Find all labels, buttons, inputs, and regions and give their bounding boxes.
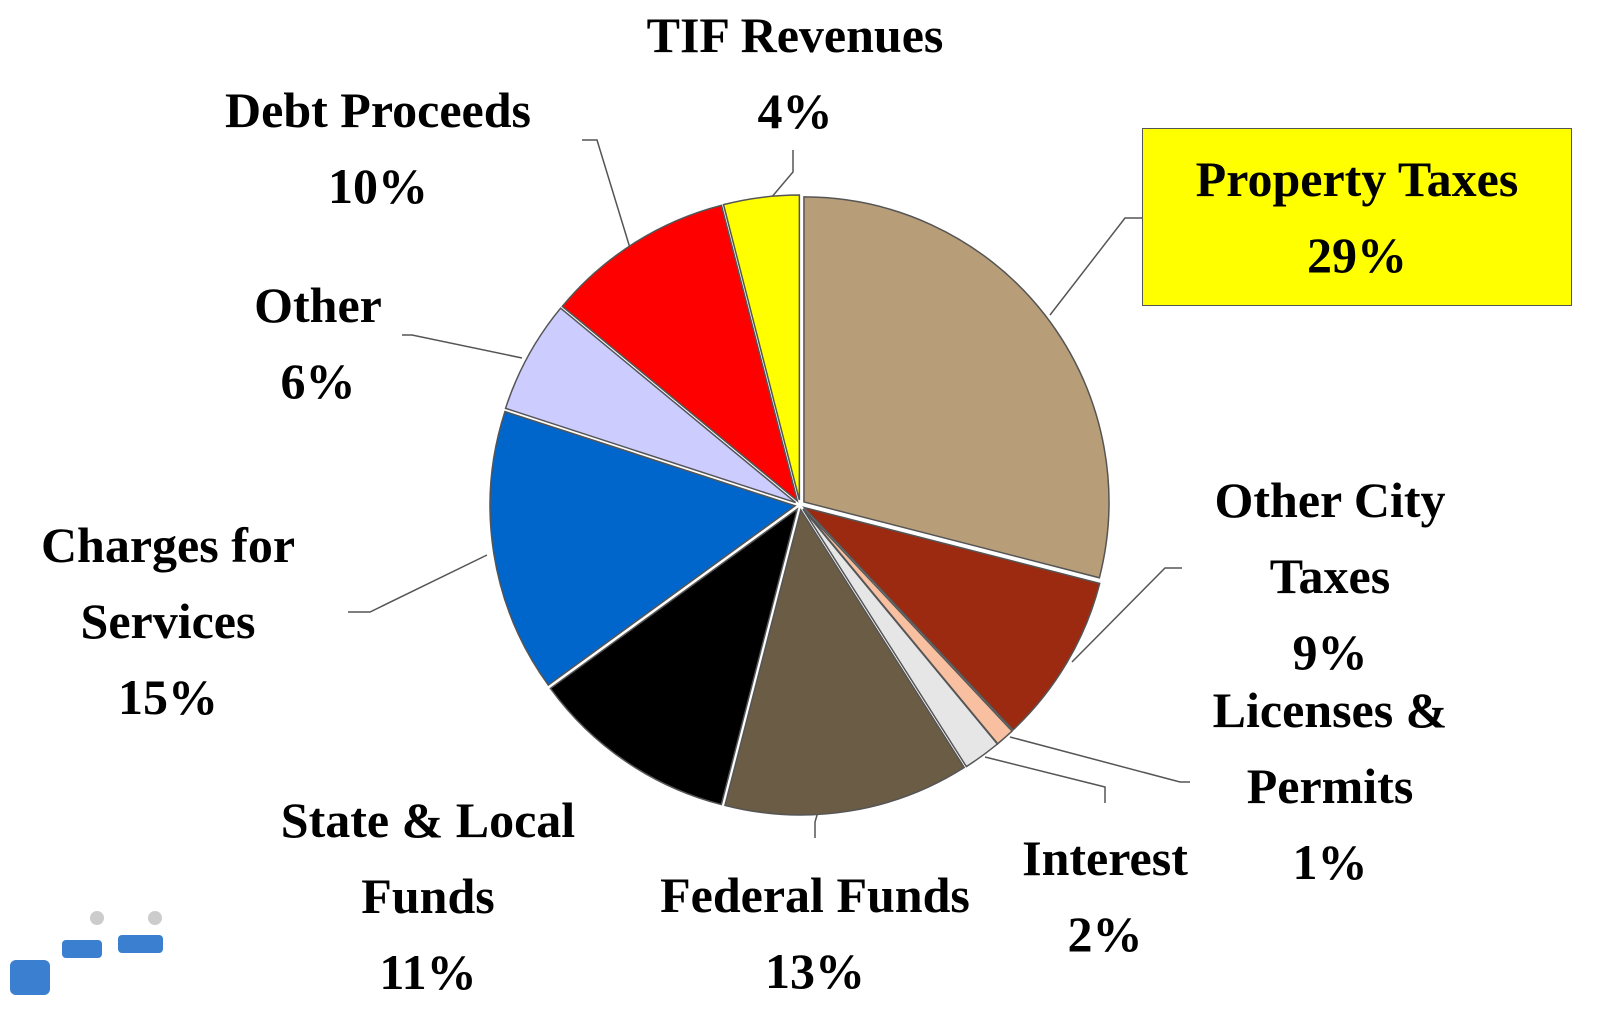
category-label: Other [193, 267, 443, 343]
leader-line [985, 757, 1105, 803]
icon-head [148, 911, 162, 925]
chart: Property Taxes29% Other City Taxes9%Licen… [0, 0, 1605, 1018]
percent-label: 6% [193, 343, 443, 419]
percent-label: 4% [585, 73, 1005, 149]
icon-piece [62, 940, 102, 958]
people-icon [10, 911, 163, 995]
category-label: Property Taxes [1143, 141, 1571, 217]
leader-line [582, 140, 630, 248]
category-label: Charges for Services [0, 507, 338, 659]
category-label: Licenses & Permits [1160, 672, 1500, 824]
category-label: State & Local Funds [233, 782, 623, 934]
percent-label: 13% [605, 933, 1025, 1009]
category-label: Other City Taxes [1165, 462, 1495, 614]
percent-label: 10% [168, 148, 588, 224]
category-label: TIF Revenues [585, 0, 1005, 73]
pie [490, 195, 1109, 815]
percent-label: 11% [233, 934, 623, 1010]
percent-label: 29% [1143, 217, 1571, 293]
icon-head [90, 911, 104, 925]
percent-label: 15% [0, 659, 338, 735]
category-label: Debt Proceeds [168, 72, 588, 148]
icon-piece [10, 960, 50, 995]
category-label: Federal Funds [605, 857, 1025, 933]
icon-piece [118, 935, 163, 953]
leader-line [348, 555, 487, 612]
leader-line [1050, 218, 1146, 315]
